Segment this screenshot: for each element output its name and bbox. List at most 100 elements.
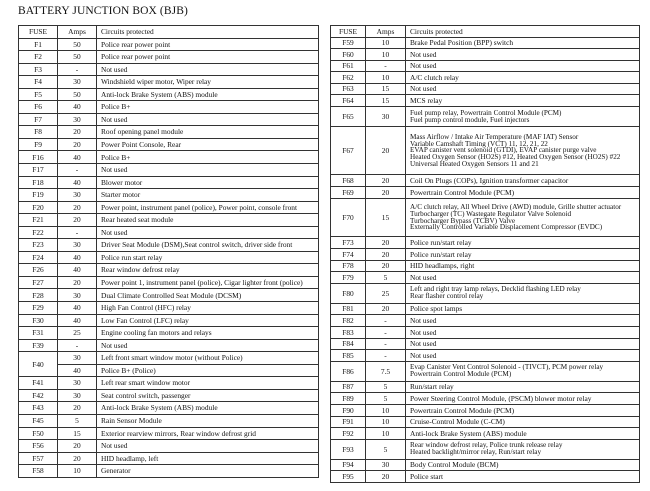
circuits-cell: Not used: [405, 48, 640, 61]
table-header: FUSE Amps Circuits protected: [330, 25, 640, 38]
header-circuits: Circuits protected: [96, 25, 319, 39]
fuse-cell: F3: [18, 62, 58, 77]
amps-cell: 40: [57, 100, 97, 114]
fuse-cell: F79: [330, 271, 366, 284]
circuits-line: Cruise-Control Module (C-CM): [410, 417, 505, 427]
circuits-cell: Fuel pump relay, Powertrain Control Modu…: [405, 105, 640, 128]
table-row: F3- Not used: [18, 62, 319, 77]
circuits-cell: Anti-lock Brake System (ABS) module: [96, 401, 319, 415]
table-row: F23 30 Driver Seat Module (DSM),Seat contr…: [18, 238, 319, 252]
amps-cell: 15: [365, 82, 406, 96]
circuits-cell: Anti-lock Brake System (ABS) module: [96, 87, 319, 102]
circuits-cell: A/C clutch relay, All Wheel Drive (AWD) …: [405, 197, 640, 238]
amps-cell: 20: [57, 439, 97, 453]
fuse-cell: F16: [18, 150, 58, 164]
circuits-line: Not used: [410, 350, 437, 360]
circuits-cell: Police spot lamps: [405, 302, 640, 316]
amps-cell: -: [57, 225, 97, 240]
circuits-line: Fuel pump control module, Fuel injectors: [410, 115, 530, 124]
table-row: F2 50 Police rear power point: [18, 50, 319, 64]
table-row: F87 5 Run/start relay: [330, 380, 640, 394]
fuse-cell: F22: [18, 225, 58, 240]
circuits-cell: Driver Seat Module (DSM),Seat control sw…: [96, 238, 319, 252]
table-row: F24 40 Police run start relay: [18, 250, 319, 265]
fuse-cell: F94: [330, 458, 366, 472]
table-row: F50 15 Exterior rearview mirrors, Rear win…: [18, 426, 319, 441]
fuse-cell: F83: [330, 326, 366, 339]
table-row: F73 20 Police run/start relay: [330, 236, 640, 250]
circuits-cell: Power Point Console, Rear: [96, 137, 319, 152]
fuse-cell: F19: [18, 188, 58, 202]
table-row: F1 50 Police rear power point: [18, 37, 319, 52]
amps-cell: 40: [57, 175, 97, 190]
circuits-cell: Police run/start relay: [405, 248, 640, 261]
fuse-cell: F7: [18, 112, 58, 127]
header-amps: Amps: [365, 25, 406, 38]
fuse-table-right: FUSE Amps Circuits protected F59 10 Brake …: [330, 25, 640, 483]
amps-cell: 5: [365, 271, 406, 284]
table-row: F7 30 Not used: [18, 112, 319, 127]
amps-cell: 30: [365, 458, 406, 472]
fuse-cell: F17: [18, 163, 58, 177]
table-row: F41 30 Left rear smart window motor: [18, 376, 319, 390]
fuse-table-left: FUSE Amps Circuits protected F1 50 Police …: [18, 25, 319, 478]
amps-cell: 30: [57, 376, 97, 390]
fuse-cell: F50: [18, 426, 58, 441]
amps-cell: 20: [57, 275, 97, 290]
amps-cell: 20: [365, 248, 406, 261]
circuits-line: Run/start relay: [410, 382, 454, 392]
amps-cell: 50: [57, 87, 97, 102]
amps-cell: 5: [365, 392, 406, 405]
table-row: F22- Not used: [18, 225, 319, 240]
table-row: F19 30 Starter motor: [18, 188, 319, 202]
circuits-line: Externally Controlled Variable Displacem…: [410, 223, 603, 232]
table-row: F29 40 High Fan Control (HFC) relay: [18, 301, 319, 315]
circuits-cell: Powertrain Control Module (PCM): [405, 186, 640, 199]
amps-cell: 15: [365, 94, 406, 107]
fuse-cell: F91: [330, 415, 366, 429]
circuits-line: Powertrain Control Module (PCM): [410, 187, 515, 197]
fuse-cell: F74: [330, 248, 366, 261]
circuits-cell: Power point 1, instrument panel (police)…: [96, 275, 319, 290]
fuse-cell: F18: [18, 175, 58, 190]
fuse-cell: F20: [18, 200, 58, 215]
fuse-cell: F27: [18, 275, 58, 290]
table-row: F30 40 Low Fan Control (LFC) relay: [18, 313, 319, 328]
circuits-cell: Power point, instrument panel (police), …: [96, 200, 319, 215]
table-row: F18 40 Blower motor: [18, 175, 319, 190]
fuse-cell: F87: [330, 380, 366, 394]
circuits-cell: Rear heated seat module: [96, 213, 319, 227]
amps-cell: 30: [57, 238, 97, 252]
fuse-cell: F42: [18, 388, 58, 403]
fuse-cell: F1: [18, 37, 58, 52]
circuits-cell: Police B+: [96, 100, 319, 114]
amps-cell: -: [57, 62, 97, 77]
fuse-cell: F80: [330, 282, 366, 304]
circuits-cell: Police run/start relay: [405, 236, 640, 250]
fuse-cell: F63: [330, 82, 366, 96]
amps-cell: 20: [365, 236, 406, 250]
table-row: F79 5 Not used: [330, 271, 640, 284]
fuse-cell: F93: [330, 438, 366, 460]
fuse-cell: F65: [330, 105, 366, 128]
amps-cell: 40: [57, 313, 97, 328]
amps-cell: 20: [365, 259, 406, 273]
circuits-cell: A/C clutch relay: [405, 71, 640, 84]
table-row: F82- Not used: [330, 314, 640, 327]
table-row: F31 25 Engine cooling fan motors and relay…: [18, 326, 319, 340]
amps-cell: 20: [57, 401, 97, 415]
circuits-line: Anti-lock Brake System (ABS) module: [410, 428, 527, 438]
amps-cell: 20: [57, 451, 97, 466]
table-row: F16 40 Police B+: [18, 150, 319, 164]
circuits-cell: Not used: [405, 349, 640, 362]
table-row: F6 40 Police B+: [18, 100, 319, 114]
amps-cell: 30: [57, 188, 97, 202]
table-row: F84- Not used: [330, 337, 640, 351]
circuits-cell: Generator: [96, 464, 319, 478]
circuits-cell: Not used: [405, 314, 640, 327]
table-row: F40 30 Left front smart window motor (with…: [18, 351, 319, 378]
amps-cell: 30: [57, 388, 97, 403]
amps-cell: 50: [57, 37, 97, 52]
table-row: F86 7.5 Evap Canister Vent Control Solenoi…: [330, 360, 640, 382]
circuits-cell: Not used: [96, 338, 319, 353]
